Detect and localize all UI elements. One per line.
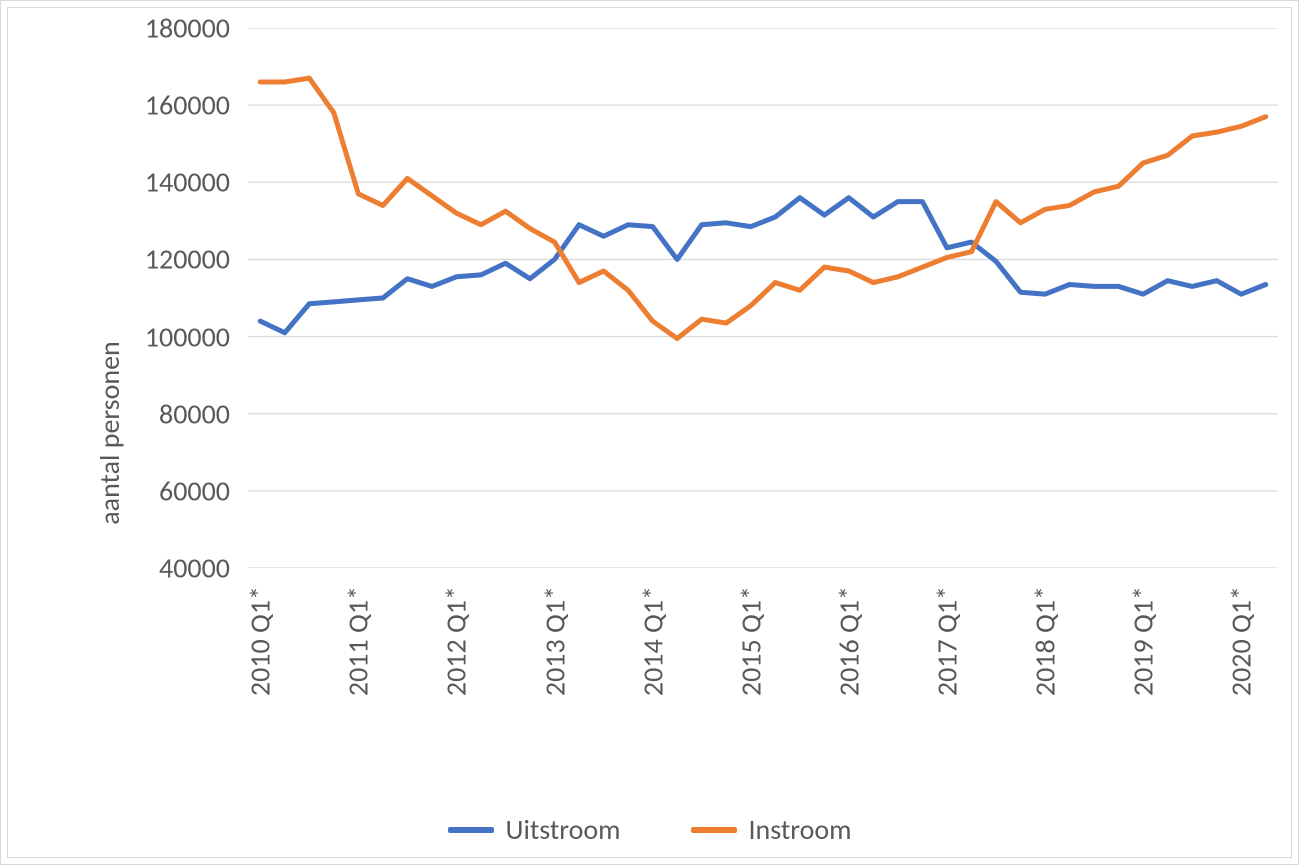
- x-tick-label: 2010 Q1*: [243, 586, 278, 696]
- y-tick-label: 80000: [8, 396, 230, 431]
- chart-container: aantal personen Uitstroom Instroom 40000…: [0, 0, 1299, 865]
- x-tick-label: 2011 Q1*: [341, 586, 376, 696]
- y-tick-label: 140000: [8, 165, 230, 200]
- x-tick-label: 2016 Q1*: [831, 586, 866, 696]
- legend-label-instroom: Instroom: [749, 812, 852, 847]
- x-tick-label: 2014 Q1*: [635, 586, 670, 696]
- legend-swatch-uitstroom: [448, 827, 494, 833]
- y-tick-label: 60000: [8, 473, 230, 508]
- legend-item-uitstroom: Uitstroom: [448, 812, 621, 847]
- x-tick-label: 2020 Q1*: [1224, 586, 1259, 696]
- legend-swatch-instroom: [691, 827, 737, 833]
- chart-plot-frame: aantal personen Uitstroom Instroom 40000…: [7, 7, 1292, 858]
- x-tick-label: 2013 Q1*: [537, 586, 572, 696]
- x-tick-label: 2015 Q1*: [733, 586, 768, 696]
- x-tick-label: 2012 Q1*: [439, 586, 474, 696]
- legend-label-uitstroom: Uitstroom: [506, 812, 621, 847]
- y-tick-label: 40000: [8, 551, 230, 586]
- legend-item-instroom: Instroom: [691, 812, 852, 847]
- plot-area: [248, 28, 1278, 568]
- x-tick-label: 2019 Q1*: [1126, 586, 1161, 696]
- x-tick-label: 2018 Q1*: [1028, 586, 1063, 696]
- y-tick-label: 180000: [8, 11, 230, 46]
- y-tick-label: 100000: [8, 319, 230, 354]
- y-tick-label: 160000: [8, 88, 230, 123]
- y-tick-label: 120000: [8, 242, 230, 277]
- legend: Uitstroom Instroom: [8, 812, 1291, 847]
- x-tick-label: 2017 Q1*: [929, 586, 964, 696]
